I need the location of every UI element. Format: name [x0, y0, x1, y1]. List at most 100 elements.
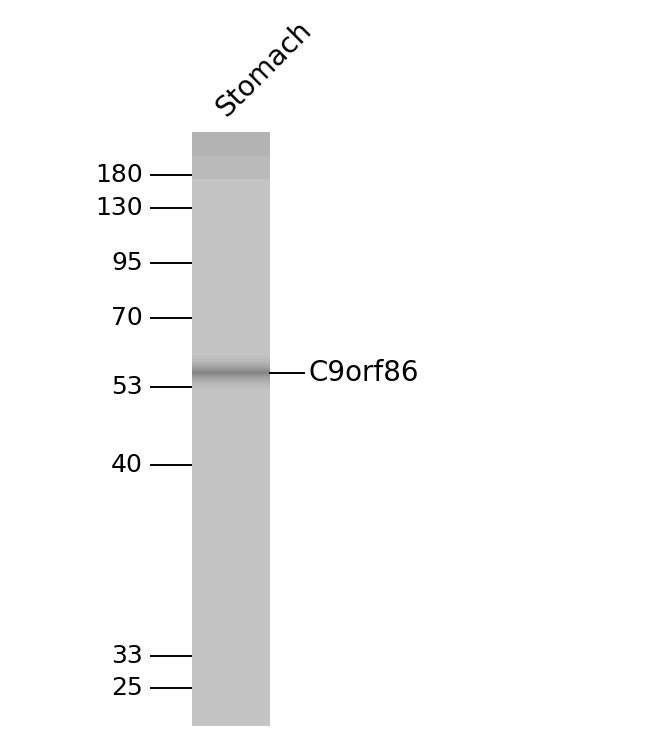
Bar: [192, 722, 270, 725]
Bar: [192, 455, 270, 456]
Bar: [192, 542, 270, 543]
Bar: [192, 504, 270, 506]
Bar: [192, 451, 270, 453]
Bar: [192, 542, 270, 545]
Bar: [192, 421, 270, 424]
Bar: [192, 540, 270, 542]
Bar: [192, 403, 270, 405]
Bar: [192, 425, 270, 427]
Bar: [192, 419, 270, 421]
Bar: [192, 269, 270, 270]
Bar: [192, 160, 270, 161]
Bar: [192, 154, 270, 155]
Bar: [192, 467, 270, 468]
Bar: [192, 188, 270, 190]
Text: 180: 180: [96, 163, 143, 187]
Bar: [192, 247, 270, 249]
Bar: [192, 175, 270, 177]
Bar: [192, 213, 270, 215]
Bar: [192, 469, 270, 471]
Bar: [192, 211, 270, 213]
Bar: [192, 544, 270, 545]
Bar: [192, 372, 270, 374]
Bar: [192, 609, 270, 611]
Bar: [192, 283, 270, 285]
Bar: [192, 655, 270, 657]
Bar: [192, 487, 270, 489]
Text: 130: 130: [96, 196, 143, 220]
Bar: [192, 514, 270, 516]
Bar: [192, 459, 270, 462]
Bar: [192, 462, 270, 464]
Bar: [192, 654, 270, 656]
Bar: [192, 263, 270, 264]
Bar: [192, 473, 270, 474]
Bar: [192, 441, 270, 444]
Bar: [192, 199, 270, 201]
Bar: [192, 219, 270, 221]
Text: 40: 40: [111, 453, 143, 477]
Bar: [192, 585, 270, 587]
Bar: [192, 449, 270, 450]
Bar: [192, 546, 270, 548]
Bar: [192, 708, 270, 710]
Bar: [192, 453, 270, 456]
Bar: [192, 619, 270, 622]
Bar: [192, 583, 270, 585]
Bar: [192, 410, 270, 412]
Bar: [192, 290, 270, 292]
Bar: [192, 498, 270, 499]
Bar: [192, 257, 270, 258]
Bar: [192, 669, 270, 672]
Bar: [192, 700, 270, 702]
Bar: [192, 193, 270, 195]
Bar: [192, 533, 270, 535]
Bar: [192, 192, 270, 193]
Bar: [192, 342, 270, 344]
Bar: [192, 668, 270, 670]
Bar: [192, 217, 270, 220]
Bar: [192, 415, 270, 416]
Bar: [192, 582, 270, 583]
Bar: [192, 430, 270, 432]
Bar: [192, 309, 270, 311]
Bar: [192, 270, 270, 272]
Bar: [192, 281, 270, 282]
Bar: [192, 538, 270, 539]
Bar: [192, 156, 270, 158]
Bar: [192, 477, 270, 479]
Bar: [192, 324, 270, 326]
Bar: [192, 433, 270, 434]
Bar: [192, 421, 270, 422]
Bar: [192, 679, 270, 681]
Bar: [192, 200, 270, 202]
Bar: [192, 692, 270, 694]
Bar: [192, 415, 270, 418]
Bar: [192, 205, 270, 207]
Bar: [192, 356, 270, 359]
Bar: [192, 186, 270, 187]
Bar: [192, 686, 270, 688]
Bar: [192, 633, 270, 634]
Bar: [192, 502, 270, 504]
Bar: [192, 225, 270, 227]
Bar: [192, 604, 270, 606]
Bar: [192, 376, 270, 377]
Bar: [192, 704, 270, 706]
Bar: [192, 277, 270, 279]
Bar: [192, 350, 270, 353]
Bar: [192, 338, 270, 339]
Bar: [192, 495, 270, 497]
Bar: [192, 667, 270, 669]
Bar: [192, 407, 270, 409]
Bar: [192, 226, 270, 228]
Bar: [192, 572, 270, 574]
Bar: [192, 267, 270, 268]
Bar: [192, 560, 270, 562]
Bar: [192, 344, 270, 345]
Bar: [192, 134, 270, 135]
Bar: [192, 648, 270, 650]
Bar: [192, 551, 270, 553]
Bar: [192, 381, 270, 383]
Bar: [192, 493, 270, 495]
